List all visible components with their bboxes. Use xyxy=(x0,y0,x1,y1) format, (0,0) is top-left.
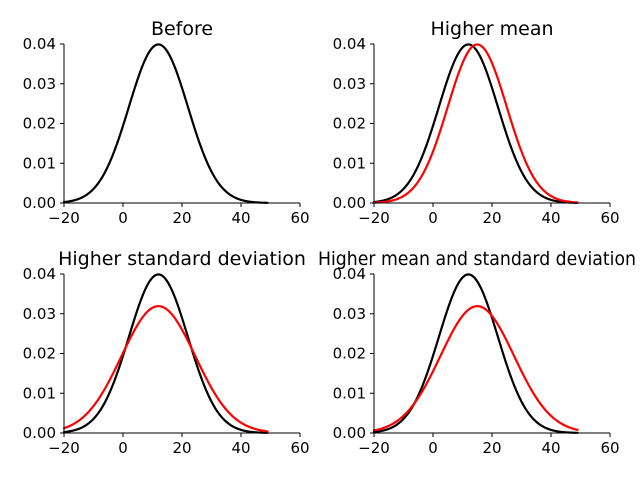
series-line-2 xyxy=(372,305,579,432)
y-tick-label: 0.00 xyxy=(23,194,56,212)
y-tick-label: 0.03 xyxy=(333,305,366,323)
y-tick-label: 0.04 xyxy=(23,35,56,53)
subplot-title: Higher mean xyxy=(430,18,553,40)
x-tick-label: 60 xyxy=(290,439,309,457)
x-tick-label: 40 xyxy=(541,209,560,227)
x-tick-label: 40 xyxy=(231,439,250,457)
x-tick-label: −20 xyxy=(358,439,390,457)
y-tick-label: 0.02 xyxy=(333,345,366,363)
x-tick-label: 0 xyxy=(428,439,438,457)
subplot-title: Higher standard deviation xyxy=(58,248,306,270)
x-tick-label: 20 xyxy=(482,439,501,457)
x-tick-label: 20 xyxy=(172,439,191,457)
series-line-1 xyxy=(372,43,579,204)
y-tick-label: 0.04 xyxy=(23,265,56,283)
series-line-2 xyxy=(372,43,579,204)
series-line-1 xyxy=(372,273,579,434)
y-tick-label: 0.04 xyxy=(333,35,366,53)
y-tick-label: 0.02 xyxy=(333,115,366,133)
x-tick-label: 60 xyxy=(290,209,309,227)
y-tick-label: 0.03 xyxy=(23,75,56,93)
y-tick-label: 0.01 xyxy=(23,384,56,402)
y-tick-label: 0.00 xyxy=(333,424,366,442)
x-tick-label: 60 xyxy=(600,439,619,457)
y-tick-label: 0.02 xyxy=(23,345,56,363)
series-line-1 xyxy=(62,273,269,434)
x-tick-label: 60 xyxy=(600,209,619,227)
y-tick-label: 0.01 xyxy=(23,154,56,172)
y-tick-label: 0.03 xyxy=(333,75,366,93)
x-tick-label: 0 xyxy=(118,439,128,457)
subplot-1: −20 0 20 40 60 0.00 0.01 0.02 0.03 0.04 Before xyxy=(23,18,310,227)
subplot-title: Before xyxy=(151,18,213,40)
y-tick-label: 0.00 xyxy=(23,424,56,442)
x-tick-label: 0 xyxy=(118,209,128,227)
y-tick-label: 0.00 xyxy=(333,194,366,212)
x-tick-label: 20 xyxy=(172,209,191,227)
x-tick-label: 40 xyxy=(231,209,250,227)
subplot-2: −20 0 20 40 60 0.00 0.01 0.02 0.03 0.04 Higher mea… xyxy=(333,18,620,227)
x-tick-label: −20 xyxy=(48,439,80,457)
series-line-1 xyxy=(62,43,269,204)
y-tick-label: 0.03 xyxy=(23,305,56,323)
x-tick-label: −20 xyxy=(48,209,80,227)
y-tick-label: 0.04 xyxy=(333,265,366,283)
x-tick-label: 20 xyxy=(482,209,501,227)
subplot-title: Higher mean and standard deviation xyxy=(318,248,636,270)
series-line-2 xyxy=(62,305,269,433)
x-tick-label: 40 xyxy=(541,439,560,457)
y-tick-label: 0.01 xyxy=(333,384,366,402)
x-tick-label: −20 xyxy=(358,209,390,227)
x-tick-label: 0 xyxy=(428,209,438,227)
y-tick-label: 0.02 xyxy=(23,115,56,133)
y-tick-label: 0.01 xyxy=(333,154,366,172)
